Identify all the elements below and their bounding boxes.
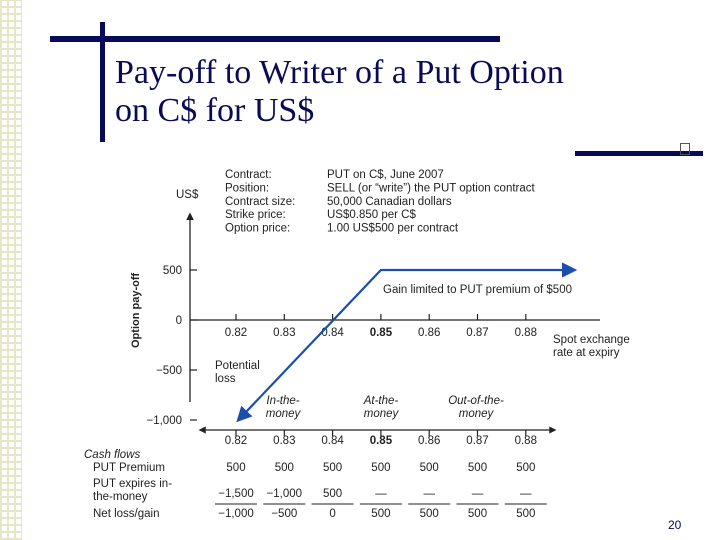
y-tick-label: 0 — [176, 315, 182, 327]
title-bar-top — [50, 36, 500, 42]
cash-flow-value: — — [472, 488, 484, 500]
cash-flow-tick-label: 0.84 — [321, 435, 344, 447]
y-tick-label: 500 — [163, 265, 182, 277]
cash-flow-row-label: the-money — [93, 491, 148, 503]
cash-flow-value: 500 — [371, 508, 390, 520]
contract-value: US$0.850 per C$ — [327, 209, 416, 221]
cash-flow-value: 500 — [516, 508, 535, 520]
x-tick-label: 0.82 — [225, 327, 247, 339]
cash-flow-tick-label: 0.87 — [466, 435, 488, 447]
contract-value: PUT on C$, June 2007 — [327, 169, 444, 181]
y-tick-label: −500 — [156, 365, 182, 377]
title-bar-right — [575, 151, 703, 156]
cash-flow-value: −500 — [271, 508, 297, 520]
loss-annotation-line1: Potential — [215, 360, 260, 372]
x-tick-label: 0.85 — [370, 327, 393, 339]
x-tick-label: 0.88 — [515, 327, 537, 339]
chart-annotations: Gain limited to PUT premium of $500 Poten… — [215, 284, 572, 420]
cash-flows-title: Cash flows — [84, 449, 140, 461]
cash-flow-row-label: Net loss/gain — [93, 508, 159, 520]
cash-flow-value: 500 — [420, 508, 439, 520]
cash-flow-value: −1,500 — [218, 488, 254, 500]
cash-flow-tick-label: 0.88 — [515, 435, 537, 447]
cash-flow-value: — — [375, 488, 387, 500]
x-tick-label: 0.83 — [273, 327, 295, 339]
contract-label: Contract: — [225, 169, 272, 181]
cash-flow-value: 0 — [329, 508, 335, 520]
loss-annotation-line2: loss — [215, 373, 236, 385]
cash-flow-tick-label: 0.82 — [225, 435, 247, 447]
y-unit-label: US$ — [176, 189, 199, 201]
payoff-line — [236, 262, 578, 423]
cash-flow-value: 500 — [226, 462, 245, 474]
y-axis-title: Option pay-off — [130, 273, 142, 348]
region-label-line2: money — [364, 408, 400, 420]
x-axis-title: Spot exchange rate at expiry — [553, 334, 630, 359]
region-label-line1: Out-of-the- — [448, 395, 504, 407]
cash-flow-row-label: PUT expires in- — [93, 478, 172, 490]
region-label-line1: At-the- — [363, 395, 399, 407]
cash-flow-tick-label: 0.85 — [370, 435, 393, 447]
contract-value: SELL (or “write”) the PUT option contrac… — [327, 182, 536, 194]
contract-label: Strike price: — [225, 209, 286, 221]
cash-flow-value: 500 — [323, 488, 342, 500]
slide-title: Pay-off to Writer of a Put Option on C$ … — [115, 54, 675, 130]
contract-label: Position: — [225, 182, 269, 194]
cash-flow-row-label: PUT Premium — [93, 462, 165, 474]
title-bar-left — [100, 22, 105, 142]
cash-flow-value: 500 — [323, 462, 342, 474]
y-tick-label: −1,000 — [147, 415, 183, 427]
cash-flow-tick-label: 0.86 — [418, 435, 440, 447]
cash-flow-value: −1,000 — [218, 508, 254, 520]
x-tick-label: 0.87 — [466, 327, 488, 339]
cash-flow-value: — — [423, 488, 435, 500]
contract-label: Option price: — [225, 223, 290, 235]
cash-flow-value: 500 — [275, 462, 294, 474]
region-label-line1: In-the- — [266, 395, 299, 407]
contract-value: 50,000 Canadian dollars — [327, 196, 452, 208]
cash-flow-value: 500 — [468, 462, 487, 474]
slide-title-line1: Pay-off to Writer of a Put Option — [115, 54, 564, 91]
region-label-line2: money — [459, 408, 495, 420]
cash-flow-value: 500 — [420, 462, 439, 474]
striped-margin — [0, 0, 22, 540]
cash-flow-value: 500 — [371, 462, 390, 474]
cash-flow-value: 500 — [468, 508, 487, 520]
region-label-line2: money — [266, 408, 302, 420]
cash-flow-value: 500 — [516, 462, 535, 474]
slide-title-line2: on C$ for US$ — [115, 92, 315, 129]
cash-flow-tick-label: 0.83 — [273, 435, 295, 447]
page-number: 20 — [668, 518, 682, 532]
cash-flow-value: −1,000 — [267, 488, 303, 500]
square-bullet-icon — [680, 143, 690, 155]
cash-flow-value: — — [520, 488, 532, 500]
gain-annotation: Gain limited to PUT premium of $500 — [383, 284, 572, 296]
contract-details: Contract:Position: Contract size:Strike p… — [225, 169, 536, 235]
contract-label: Contract size: — [225, 196, 295, 208]
x-tick-label: 0.86 — [418, 327, 440, 339]
contract-value: 1.00 US$500 per contract — [327, 223, 459, 235]
